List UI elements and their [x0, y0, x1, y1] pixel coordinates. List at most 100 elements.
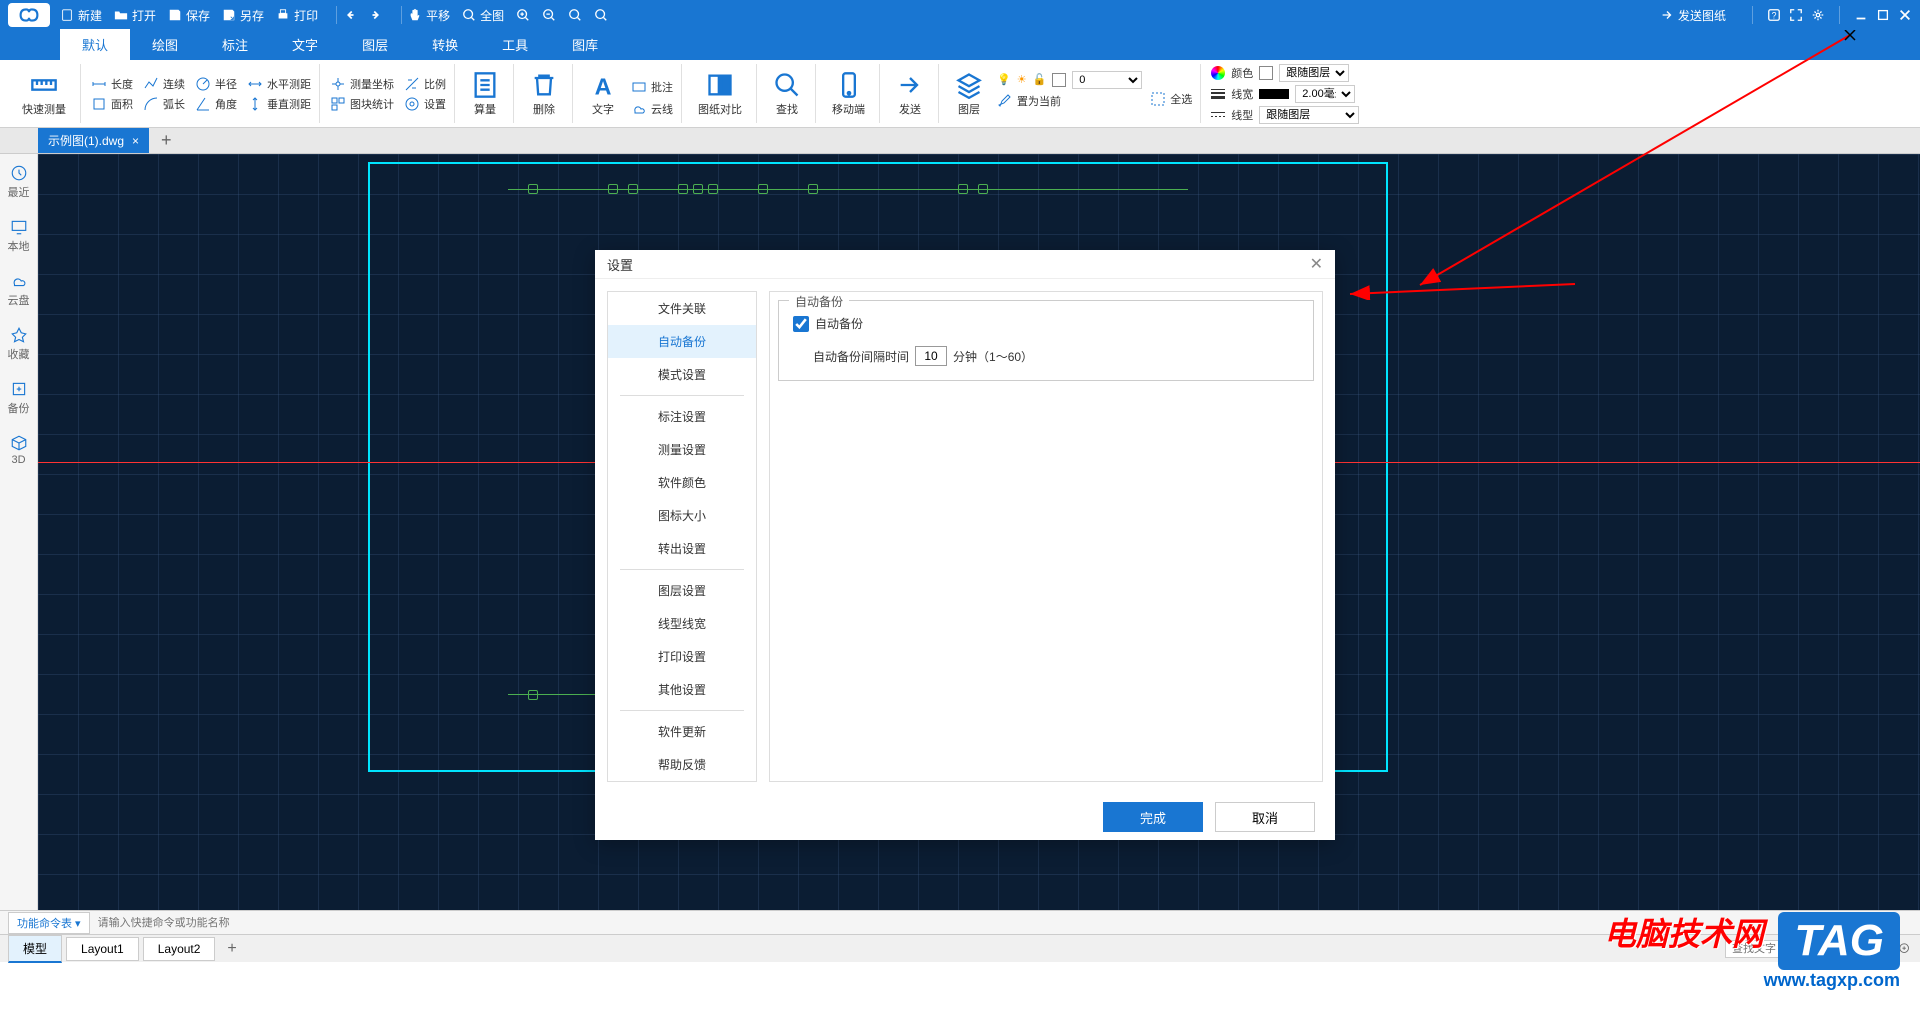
file-tab-name: 示例图(1).dwg — [48, 132, 124, 149]
zoom-window-button[interactable] — [568, 8, 582, 22]
pan-label: 平移 — [426, 7, 450, 24]
sidebar-local[interactable]: 本地 — [8, 218, 30, 254]
lineweight-prop[interactable]: 线宽2.00毫米 — [1211, 85, 1359, 103]
redo-button[interactable] — [369, 8, 383, 22]
dlg-item-update[interactable]: 软件更新 — [608, 715, 756, 748]
delete-button[interactable]: 删除 — [524, 71, 564, 117]
new-tab-button[interactable]: + — [155, 130, 178, 151]
tab-layer[interactable]: 图层 — [340, 29, 410, 60]
selectall-button[interactable]: 全选 — [1150, 91, 1192, 107]
radius-button[interactable]: 半径 — [195, 76, 237, 92]
blockstat-button[interactable]: 图块统计 — [330, 96, 394, 112]
length-button[interactable]: 长度 — [91, 76, 133, 92]
watermark-text: 电脑技术网 — [1604, 916, 1764, 952]
file-tab-active[interactable]: 示例图(1).dwg × — [38, 128, 149, 153]
layout1-tab[interactable]: Layout1 — [66, 937, 139, 961]
add-layout-button[interactable]: + — [219, 938, 244, 960]
setcurrent-button[interactable]: 置为当前 — [997, 93, 1142, 109]
tab-draw[interactable]: 绘图 — [130, 29, 200, 60]
zoom-in-icon — [516, 8, 530, 22]
help-icon[interactable]: ? — [1767, 8, 1781, 22]
sidebar-backup[interactable]: 备份 — [8, 380, 30, 416]
area-button[interactable]: 面积 — [91, 96, 133, 112]
angle-button[interactable]: 角度 — [195, 96, 237, 112]
coord-button[interactable]: 测量坐标 — [330, 76, 394, 92]
linetype-prop[interactable]: 线型跟随图层 — [1211, 106, 1359, 124]
layer-select[interactable]: 💡☀🔓 0 — [997, 71, 1142, 89]
color-prop[interactable]: 颜色跟随图层 — [1211, 64, 1359, 82]
tab-annotate[interactable]: 标注 — [200, 29, 270, 60]
compare-button[interactable]: 图纸对比 — [692, 71, 748, 117]
batch-button[interactable]: 批注 — [631, 79, 673, 95]
arc-button[interactable]: 弧长 — [143, 96, 185, 112]
gear-icon[interactable] — [1811, 8, 1825, 22]
new-button[interactable]: 新建 — [60, 7, 102, 24]
command-table-button[interactable]: 功能命令表 ▾ — [8, 912, 90, 934]
dlg-item-file-assoc[interactable]: 文件关联 — [608, 292, 756, 325]
fullview-button[interactable]: 全图 — [462, 7, 504, 24]
folder-open-icon — [114, 8, 128, 22]
undo-button[interactable] — [343, 8, 357, 22]
continuous-button[interactable]: 连续 — [143, 76, 185, 92]
zoom-out-icon — [542, 8, 556, 22]
ratio-button[interactable]: 比例 — [404, 76, 446, 92]
minimize-icon[interactable] — [1854, 8, 1868, 22]
zoom-prev-button[interactable] — [594, 8, 608, 22]
sidebar-cloud[interactable]: 云盘 — [8, 272, 30, 308]
open-button[interactable]: 打开 — [114, 7, 156, 24]
dlg-item-mode[interactable]: 模式设置 — [608, 358, 756, 391]
dlg-item-other[interactable]: 其他设置 — [608, 673, 756, 706]
model-tab[interactable]: 模型 — [8, 935, 62, 963]
dlg-item-annotation[interactable]: 标注设置 — [608, 400, 756, 433]
saveas-button[interactable]: 另存 — [222, 7, 264, 24]
watermark-tag: TAG — [1778, 912, 1900, 970]
zoom-in-button[interactable] — [516, 8, 530, 22]
send-button[interactable]: 发送 — [890, 71, 930, 117]
fullscreen-icon[interactable] — [1789, 8, 1803, 22]
print-button[interactable]: 打印 — [276, 7, 318, 24]
sidebar-3d[interactable]: 3D — [10, 434, 28, 466]
hdist-button[interactable]: 水平测距 — [247, 76, 311, 92]
layout2-tab[interactable]: Layout2 — [143, 937, 216, 961]
dlg-item-print[interactable]: 打印设置 — [608, 640, 756, 673]
dlg-item-export[interactable]: 转出设置 — [608, 532, 756, 565]
ratio-icon — [404, 76, 420, 92]
save-button[interactable]: 保存 — [168, 7, 210, 24]
dlg-item-color[interactable]: 软件颜色 — [608, 466, 756, 499]
dlg-item-iconsize[interactable]: 图标大小 — [608, 499, 756, 532]
quick-measure-button[interactable]: 快速测量 — [16, 71, 72, 117]
calc-button[interactable]: 算量 — [465, 71, 505, 117]
dialog-close-icon[interactable]: ✕ — [1310, 254, 1323, 274]
mobile-button[interactable]: 移动端 — [826, 71, 871, 117]
cloud-button[interactable]: 云线 — [631, 101, 673, 117]
vdist-button[interactable]: 垂直测距 — [247, 96, 311, 112]
send-drawing-button[interactable]: 发送图纸 — [1660, 7, 1726, 24]
interval-input[interactable] — [915, 346, 947, 366]
file-tab-close-icon[interactable]: × — [132, 134, 139, 148]
ok-button[interactable]: 完成 — [1103, 802, 1203, 832]
tab-tools[interactable]: 工具 — [480, 29, 550, 60]
text-button[interactable]: A文字 — [583, 71, 623, 117]
dlg-item-measure[interactable]: 测量设置 — [608, 433, 756, 466]
tab-text[interactable]: 文字 — [270, 29, 340, 60]
close-icon[interactable] — [1898, 8, 1912, 22]
find-button[interactable]: 查找 — [767, 71, 807, 117]
auto-backup-checkbox[interactable] — [793, 316, 809, 332]
sidebar-recent[interactable]: 最近 — [8, 164, 30, 200]
sidebar-fav[interactable]: 收藏 — [8, 326, 30, 362]
zoom-in-status-icon[interactable] — [1898, 942, 1912, 956]
print-label: 打印 — [294, 7, 318, 24]
cancel-button[interactable]: 取消 — [1215, 802, 1315, 832]
zoom-out-button[interactable] — [542, 8, 556, 22]
layer-button[interactable]: 图层 — [949, 71, 989, 117]
dlg-item-auto-backup[interactable]: 自动备份 — [608, 325, 756, 358]
tab-library[interactable]: 图库 — [550, 29, 620, 60]
dlg-item-layer[interactable]: 图层设置 — [608, 574, 756, 607]
dlg-item-feedback[interactable]: 帮助反馈 — [608, 748, 756, 781]
tab-convert[interactable]: 转换 — [410, 29, 480, 60]
dlg-item-linetype[interactable]: 线型线宽 — [608, 607, 756, 640]
settings-button[interactable]: 设置 — [404, 96, 446, 112]
maximize-icon[interactable] — [1876, 8, 1890, 22]
pan-button[interactable]: 平移 — [408, 7, 450, 24]
tab-default[interactable]: 默认 — [60, 29, 130, 60]
